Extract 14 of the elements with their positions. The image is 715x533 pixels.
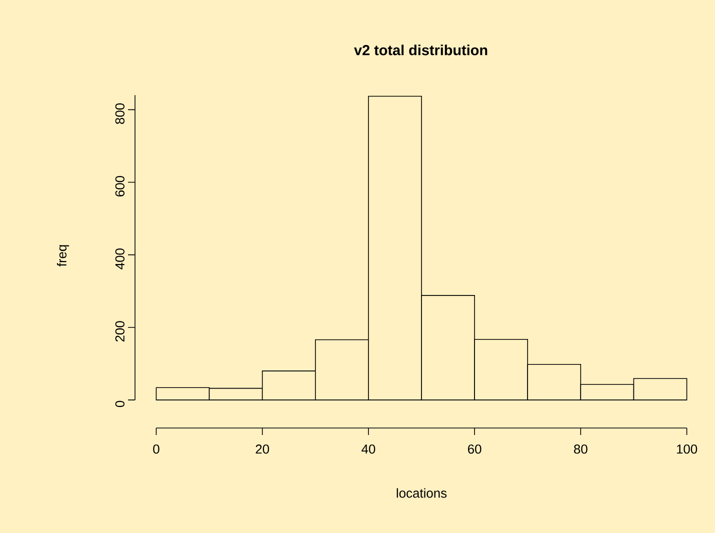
y-axis-title: freq — [56, 245, 70, 266]
y-tick-label: 0 — [115, 400, 124, 408]
y-tick-label: 800 — [115, 103, 124, 124]
x-tick-label: 40 — [362, 444, 376, 454]
y-tick-label: 200 — [115, 321, 124, 342]
x-tick-label: 20 — [256, 444, 270, 454]
x-tick-label: 0 — [153, 444, 160, 454]
x-axis-title: locations — [396, 488, 447, 498]
y-tick-label: 600 — [115, 176, 124, 196]
x-tick-label: 80 — [574, 444, 588, 454]
x-tick-label: 60 — [468, 444, 482, 454]
x-tick-label: 100 — [676, 444, 698, 454]
chart-title: v2 total distribution — [354, 44, 488, 56]
y-tick-label: 400 — [115, 248, 124, 270]
